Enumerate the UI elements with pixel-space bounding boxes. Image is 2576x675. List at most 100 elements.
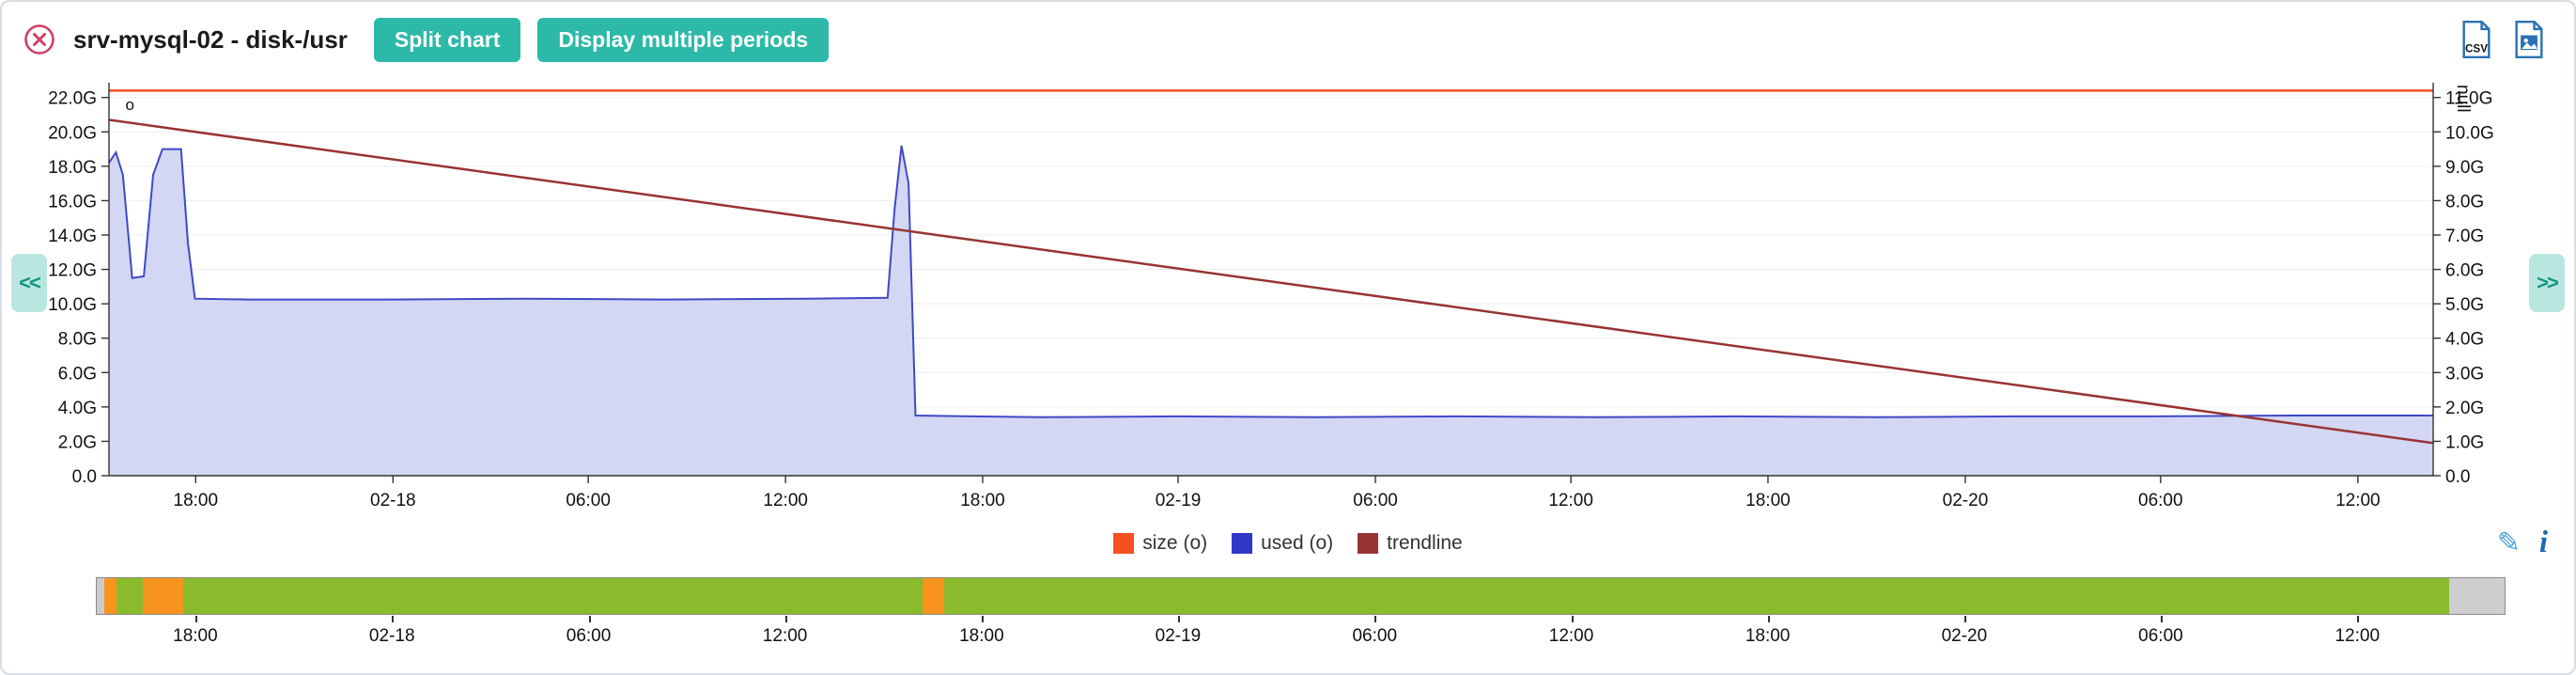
legend-swatch <box>1232 533 1253 554</box>
right-axis-tick-label: 10.0G <box>2445 123 2494 143</box>
export-toolbar: CSV <box>2460 21 2546 58</box>
x-axis-tick-label: 18:00 <box>1746 491 1791 510</box>
left-axis-tick-label: 20.0G <box>48 123 97 143</box>
left-axis-tick-label: 12.0G <box>48 261 97 281</box>
legend-swatch <box>1358 533 1379 554</box>
left-axis-tick-label: 16.0G <box>48 192 97 212</box>
x-axis-tick-label: 06:00 <box>566 491 611 510</box>
timeline-overview: 18:00 02-18 06:00 12:00 18:00 02-19 06:00 12:00… <box>96 577 2506 671</box>
right-axis-tick-label: 6.0G <box>2445 261 2484 281</box>
timeline-segment <box>97 578 104 614</box>
timeline-segment <box>2449 578 2505 614</box>
legend: size (o) used (o) trendline <box>2 525 2574 562</box>
left-axis-tick-label: 18.0G <box>48 158 97 178</box>
x-axis-tick-label: 06:00 <box>1353 491 1398 510</box>
timeline-tick <box>1963 616 1966 622</box>
timeline-tick <box>784 616 787 622</box>
timeline-segment <box>183 578 923 614</box>
timeline-tick <box>1571 616 1574 622</box>
left-axis-tick-label: 14.0G <box>48 227 97 246</box>
x-axis-tick-label: 06:00 <box>2138 491 2183 510</box>
timeline-tick-label: 02-20 <box>1941 626 1988 646</box>
svg-text:CSV: CSV <box>2465 42 2488 55</box>
timeline-segment <box>944 578 2450 614</box>
timeline-segment <box>116 578 143 614</box>
edit-icon[interactable]: ✎ <box>2496 526 2521 559</box>
timeline-tick-label: 06:00 <box>2138 626 2183 646</box>
x-axis-tick-label: 02-20 <box>1943 491 1989 510</box>
timeline-tick <box>1374 616 1377 622</box>
info-icon[interactable]: i <box>2538 526 2548 559</box>
series-fill-used-o <box>109 145 2433 476</box>
x-axis-tick-label: 18:00 <box>960 491 1005 510</box>
timeline-tick <box>392 616 395 622</box>
timeline-tick-label: 02-19 <box>1155 626 1202 646</box>
right-axis-tick-label: 5.0G <box>2445 295 2484 315</box>
timeline-tick <box>194 616 197 622</box>
x-axis-tick-label: 18:00 <box>174 491 219 510</box>
timeline-tick-label: 02-18 <box>368 626 415 646</box>
legend-row: size (o) used (o) trendline ✎ i <box>2 525 2574 562</box>
right-axis-tick-label: 1.0G <box>2445 432 2484 452</box>
left-axis-tick-label: 4.0G <box>58 399 97 418</box>
left-axis-tick-label: 10.0G <box>48 295 97 315</box>
legend-label: used (o) <box>1261 532 1334 554</box>
timeline-segment <box>103 578 116 614</box>
timeline-tick <box>588 616 591 622</box>
timeline-segment <box>142 578 184 614</box>
legend-swatch <box>1113 533 1135 554</box>
right-axis-tick-label: 9.0G <box>2445 158 2484 178</box>
scroll-right-button[interactable]: >> <box>2529 254 2565 312</box>
timeline-tick <box>2160 616 2163 622</box>
time-series-chart[interactable]: 0.0 2.0G 4.0G 6.0G 8.0G 10.0G 12.0G 14.0G 16.0G 1… <box>2 68 2576 517</box>
x-axis-tick-label: 02-18 <box>370 491 416 510</box>
scroll-left-button[interactable]: << <box>11 254 47 312</box>
right-axis-tick-label: 3.0G <box>2445 364 2484 384</box>
right-axis-title: null <box>2453 85 2473 113</box>
timeline-tick <box>2357 616 2360 622</box>
x-axis-tick-label: 12:00 <box>763 491 808 510</box>
timeline-tick-label: 18:00 <box>1745 626 1791 646</box>
timeline-tick-label: 18:00 <box>959 626 1004 646</box>
left-axis-tick-label: 22.0G <box>48 89 97 109</box>
x-axis-tick-label: 12:00 <box>2335 491 2381 510</box>
legend-item[interactable]: used (o) <box>1232 532 1333 555</box>
legend-tools: ✎ i <box>2497 526 2548 559</box>
close-icon[interactable] <box>23 23 56 56</box>
timeline-bar[interactable] <box>96 577 2506 615</box>
series-trendline <box>108 118 2434 445</box>
timeline-tick-label: 12:00 <box>2335 626 2381 646</box>
left-axis-tick-label: 8.0G <box>58 330 97 350</box>
page-title: srv-mysql-02 - disk-/usr <box>73 24 348 54</box>
legend-item[interactable]: size (o) <box>1113 532 1207 555</box>
legend-label: size (o) <box>1142 532 1208 554</box>
right-axis-tick-label: 4.0G <box>2445 330 2484 350</box>
timeline-segment <box>923 578 945 614</box>
timeline-tick-label: 06:00 <box>1352 626 1398 646</box>
timeline-tick-label: 12:00 <box>1548 626 1594 646</box>
series-used-o <box>108 145 2433 418</box>
split-chart-button[interactable]: Split chart <box>373 17 521 62</box>
timeline-tick <box>981 616 984 622</box>
left-axis-tick-label: 6.0G <box>58 364 97 384</box>
right-axis-tick-label: 0.0 <box>2445 467 2470 487</box>
right-axis-tick-label: 11.0G <box>2445 89 2492 109</box>
timeline-tick <box>1767 616 1770 622</box>
legend-item[interactable]: trendline <box>1358 532 1463 555</box>
timeline-tick <box>1177 616 1180 622</box>
x-axis-tick-label: 02-19 <box>1156 491 1202 510</box>
annotation-marker: o <box>126 96 134 114</box>
timeline-tick-label: 06:00 <box>566 626 612 646</box>
image-export-icon[interactable] <box>2512 21 2546 58</box>
right-axis-tick-label: 2.0G <box>2445 399 2484 418</box>
legend-label: trendline <box>1387 532 1463 554</box>
csv-export-icon[interactable]: CSV <box>2460 21 2493 58</box>
left-axis-tick-label: 2.0G <box>58 432 97 452</box>
right-axis-tick-label: 7.0G <box>2445 227 2484 246</box>
header: srv-mysql-02 - disk-/usr Split chart Dis… <box>2 13 2574 66</box>
x-axis-tick-label: 12:00 <box>1548 491 1593 510</box>
timeline-tick-label: 12:00 <box>762 626 808 646</box>
timeline-tick-label: 18:00 <box>173 626 218 646</box>
multi-period-button[interactable]: Display multiple periods <box>537 17 830 62</box>
